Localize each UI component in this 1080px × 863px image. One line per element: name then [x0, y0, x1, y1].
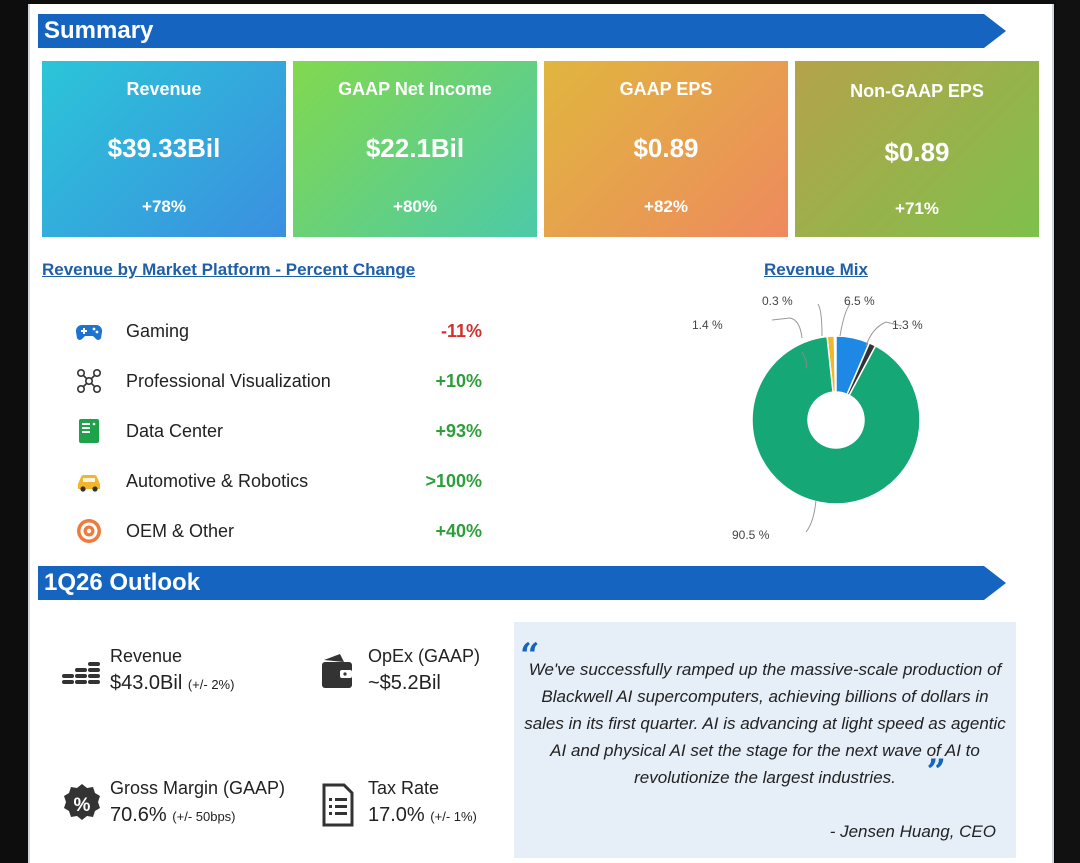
outlook-value-line: $43.0Bil (+/- 2%): [110, 672, 234, 695]
platform-change: +10%: [435, 371, 482, 391]
card-gaap-net-income: GAAP Net Income $22.1Bil +80%: [293, 61, 537, 237]
revenue-mix-title: Revenue Mix: [764, 260, 868, 279]
outlook-value: $43.0Bil: [110, 672, 183, 694]
card-change: +82%: [644, 197, 688, 216]
platform-change: +40%: [435, 521, 482, 541]
card-value: $0.89: [633, 133, 699, 163]
platform-row-gaming: Gaming -11%: [74, 316, 494, 346]
slice-label-0-3: 0.3 %: [762, 294, 793, 308]
donut-leader-lines: [771, 303, 903, 533]
outlook-value: 70.6%: [110, 804, 167, 826]
network-icon: [76, 368, 101, 393]
open-quote-icon: “: [520, 636, 540, 676]
card-change: +80%: [393, 197, 437, 216]
card-title: Revenue: [126, 79, 202, 99]
close-quote-icon: ”: [926, 752, 946, 792]
document-icon: [322, 783, 354, 827]
slice-label-1-3: 1.3 %: [892, 318, 923, 332]
gamepad-icon: [75, 324, 103, 340]
card-change: +78%: [142, 197, 186, 216]
donut-slice-90-5--: [751, 335, 921, 505]
platform-change: >100%: [425, 471, 482, 491]
outlook-value-line: 17.0% (+/- 1%): [368, 804, 477, 827]
outlook-value: 17.0%: [368, 804, 425, 826]
summary-title: Summary: [44, 17, 154, 44]
summary-header-arrow: [984, 14, 1006, 48]
platform-name: Professional Visualization: [126, 371, 331, 391]
card-gaap-eps: GAAP EPS $0.89 +82%: [544, 61, 788, 237]
outlook-value-line: ~$5.2Bil: [368, 672, 441, 695]
platform-name: Gaming: [126, 321, 190, 341]
outlook-label: Revenue: [110, 646, 183, 666]
slice-label-6-5: 6.5 %: [844, 294, 875, 308]
outlook-value-line: 70.6% (+/- 50bps): [110, 804, 236, 827]
platform-change: -11%: [440, 321, 482, 341]
card-value: $22.1Bil: [365, 133, 465, 163]
coins-icon: [62, 662, 100, 684]
platform-row-data-center: Data Center +93%: [74, 416, 494, 446]
ceo-quote-author: - Jensen Huang, CEO: [829, 822, 996, 841]
slice-label-90-5: 90.5 %: [732, 528, 770, 542]
server-icon: [79, 419, 99, 443]
card-non-gaap-eps: Non-GAAP EPS $0.89 +71%: [795, 61, 1039, 237]
svg-text:%: %: [74, 795, 91, 816]
ceo-quote-box: “ We've successfully ramped up the massi…: [514, 622, 1016, 858]
outlook-header-arrow: [984, 566, 1006, 600]
platform-row-oem-other: OEM & Other +40%: [74, 516, 494, 546]
outlook-label: OpEx (GAAP): [368, 646, 481, 666]
wallet-icon: [322, 654, 352, 688]
platform-change: +93%: [435, 421, 482, 441]
percent-badge-icon: %: [64, 784, 100, 820]
summary-header: Summary: [38, 14, 984, 48]
platform-row-professional-visualization: Professional Visualization +10%: [74, 366, 494, 396]
card-title: GAAP Net Income: [338, 79, 492, 99]
outlook-header: 1Q26 Outlook: [38, 566, 984, 600]
platform-section-title: Revenue by Market Platform - Percent Cha…: [42, 260, 416, 279]
car-icon: [78, 474, 100, 492]
platform-row-automotive-robotics: Automotive & Robotics >100%: [74, 466, 494, 496]
card-title: GAAP EPS: [619, 79, 713, 99]
outlook-note: (+/- 1%): [430, 809, 477, 824]
ceo-quote-text: We've successfully ramped up the massive…: [524, 660, 1006, 787]
outlook-note: (+/- 50bps): [172, 809, 236, 824]
infographic-page: Summary Revenue $39.33Bil +78% GAAP Net …: [28, 4, 1054, 863]
platform-name: Automotive & Robotics: [126, 471, 309, 491]
outlook-title: 1Q26 Outlook: [44, 569, 201, 596]
card-value: $0.89: [884, 137, 950, 167]
card-change: +71%: [895, 199, 939, 218]
outlook-label: Gross Margin (GAAP): [110, 778, 286, 798]
card-revenue: Revenue $39.33Bil +78%: [42, 61, 286, 237]
outlook-note: (+/- 2%): [187, 677, 235, 692]
outlook-label: Tax Rate: [368, 778, 440, 798]
revenue-mix-donut: [751, 335, 921, 505]
card-title: Non-GAAP EPS: [850, 81, 984, 101]
platform-name: Data Center: [126, 421, 224, 441]
slice-label-1-4: 1.4 %: [692, 318, 723, 332]
outlook-value: ~$5.2Bil: [368, 672, 441, 694]
card-value: $39.33Bil: [107, 133, 221, 163]
platform-name: OEM & Other: [126, 521, 235, 541]
screen-edge: [1056, 0, 1080, 863]
target-icon: [77, 519, 101, 543]
